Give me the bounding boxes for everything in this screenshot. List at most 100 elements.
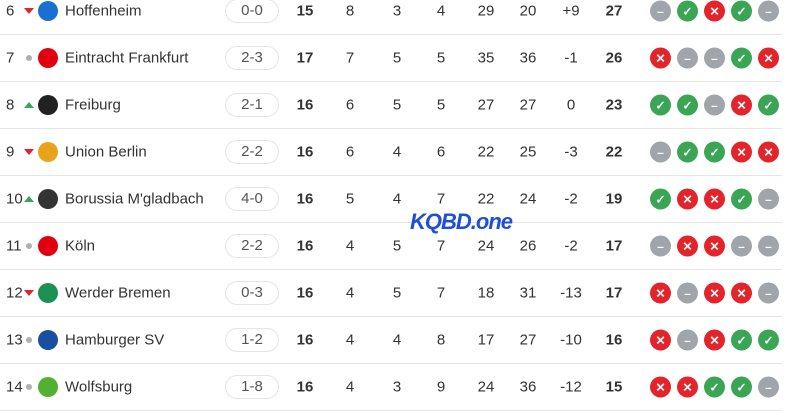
stat-p: 17 [296,49,314,67]
table-row[interactable]: 10 Borussia M'gladbach 4-0 16 5 4 7 22 24 -2 19 ✓… [0,176,782,223]
stat-pts: 22 [605,143,623,161]
position: 13 [6,331,23,349]
stat-gd: +9 [562,2,580,20]
form-win-icon[interactable]: ✓ [731,329,752,351]
form-draw-icon[interactable]: – [758,376,779,398]
last-match-score[interactable]: 2-3 [225,46,279,70]
form-loss-icon[interactable]: ✕ [731,282,752,304]
form-draw-icon[interactable]: – [704,94,725,116]
form-loss-icon[interactable]: ✕ [758,141,779,163]
team-name[interactable]: Hoffenheim [65,2,142,20]
form-win-icon[interactable]: ✓ [731,0,752,22]
stat-l: 7 [436,237,446,255]
table-row[interactable]: 8 Freiburg 2-1 16 6 5 5 27 27 0 23 ✓ ✓ – ✕ ✓ [0,82,782,129]
form-win-icon[interactable]: ✓ [677,94,698,116]
form-guide: ✕ – ✕ ✓ ✓ [650,329,779,351]
form-win-icon[interactable]: ✓ [758,329,779,351]
form-draw-icon[interactable]: – [677,282,698,304]
form-loss-icon[interactable]: ✕ [650,376,671,398]
team-name[interactable]: Wolfsburg [65,378,133,396]
team-name[interactable]: Köln [65,237,96,255]
form-loss-icon[interactable]: ✕ [677,235,698,257]
stat-gf: 22 [477,143,495,161]
form-draw-icon[interactable]: – [650,141,671,163]
form-loss-icon[interactable]: ✕ [704,0,725,22]
last-match-score[interactable]: 1-2 [225,328,279,352]
table-row[interactable]: 6 Hoffenheim 0-0 15 8 3 4 29 20 +9 27– ✓ ✕ ✓ – [0,0,782,35]
form-win-icon[interactable]: ✓ [731,376,752,398]
form-draw-icon[interactable]: – [650,235,671,257]
table-row[interactable]: 9 Union Berlin 2-2 16 6 4 6 22 25 -3 22– ✓ ✓ ✕ ✕ [0,129,782,176]
table-row[interactable]: 13 Hamburger SV 1-2 16 4 4 8 17 27 -10 16 ✕ – ✕ ✓ ✓ [0,317,782,364]
table-row[interactable]: 14 Wolfsburg 1-8 16 4 3 9 24 36 -12 15 ✕ ✕ ✓ ✓ – [0,364,782,411]
stat-d: 4 [392,331,402,349]
form-loss-icon[interactable]: ✕ [650,282,671,304]
stat-gf: 17 [477,331,495,349]
stat-ga: 27 [519,96,537,114]
last-match-score[interactable]: 1-8 [225,375,279,399]
form-win-icon[interactable]: ✓ [650,94,671,116]
form-draw-icon[interactable]: – [758,235,779,257]
form-draw-icon[interactable]: – [758,0,779,22]
team-name[interactable]: Werder Bremen [65,284,171,302]
stat-ga: 27 [519,331,537,349]
form-loss-icon[interactable]: ✕ [731,94,752,116]
last-match-score[interactable]: 4-0 [225,187,279,211]
form-loss-icon[interactable]: ✕ [704,188,725,210]
last-match-score[interactable]: 2-2 [225,234,279,258]
form-loss-icon[interactable]: ✕ [650,47,671,69]
team-logo-icon [38,377,58,397]
form-loss-icon[interactable]: ✕ [704,235,725,257]
last-match-score[interactable]: 0-0 [225,0,279,23]
form-loss-icon[interactable]: ✕ [677,188,698,210]
form-draw-icon[interactable]: – [650,0,671,22]
stat-w: 7 [345,49,355,67]
stat-gf: 29 [477,2,495,20]
stat-ga: 25 [519,143,537,161]
last-match-score[interactable]: 0-3 [225,281,279,305]
form-win-icon[interactable]: ✓ [704,376,725,398]
team-name[interactable]: Union Berlin [65,143,147,161]
team-name[interactable]: Freiburg [65,96,121,114]
table-row[interactable]: 12 Werder Bremen 0-3 16 4 5 7 18 31 -13 17 ✕ – ✕ ✕ – [0,270,782,317]
form-loss-icon[interactable]: ✕ [758,47,779,69]
team-logo-icon [38,189,58,209]
form-loss-icon[interactable]: ✕ [677,376,698,398]
team-name[interactable]: Borussia M'gladbach [65,190,204,208]
form-win-icon[interactable]: ✓ [704,141,725,163]
position: 14 [6,378,23,396]
stat-l: 9 [436,378,446,396]
form-draw-icon[interactable]: – [758,282,779,304]
form-draw-icon[interactable]: – [758,188,779,210]
form-draw-icon[interactable]: – [704,47,725,69]
form-win-icon[interactable]: ✓ [650,188,671,210]
form-draw-icon[interactable]: – [731,235,752,257]
form-loss-icon[interactable]: ✕ [650,329,671,351]
trend-down-icon [24,8,34,14]
stat-p: 15 [296,2,314,20]
stat-pts: 16 [605,331,623,349]
form-draw-icon[interactable]: – [677,47,698,69]
form-win-icon[interactable]: ✓ [677,0,698,22]
team-name[interactable]: Hamburger SV [65,331,165,349]
last-match-score[interactable]: 2-2 [225,140,279,164]
stat-w: 4 [345,237,355,255]
team-logo-icon [38,330,58,350]
stat-ga: 24 [519,190,537,208]
table-row[interactable]: 11 Köln 2-2 16 4 5 7 24 26 -2 17– ✕ ✕ – – [0,223,782,270]
form-win-icon[interactable]: ✓ [731,188,752,210]
form-loss-icon[interactable]: ✕ [704,329,725,351]
form-win-icon[interactable]: ✓ [731,47,752,69]
form-loss-icon[interactable]: ✕ [731,141,752,163]
table-row[interactable]: 7 Eintracht Frankfurt 2-3 17 7 5 5 35 36 -1 26 ✕ –… [0,35,782,82]
form-win-icon[interactable]: ✓ [758,94,779,116]
form-loss-icon[interactable]: ✕ [704,282,725,304]
position: 10 [6,190,23,208]
form-draw-icon[interactable]: – [677,329,698,351]
team-logo-icon [38,283,58,303]
last-match-score[interactable]: 2-1 [225,93,279,117]
form-guide: – ✓ ✓ ✕ ✕ [650,141,779,163]
team-name[interactable]: Eintracht Frankfurt [65,49,189,67]
form-win-icon[interactable]: ✓ [677,141,698,163]
stat-w: 4 [345,284,355,302]
